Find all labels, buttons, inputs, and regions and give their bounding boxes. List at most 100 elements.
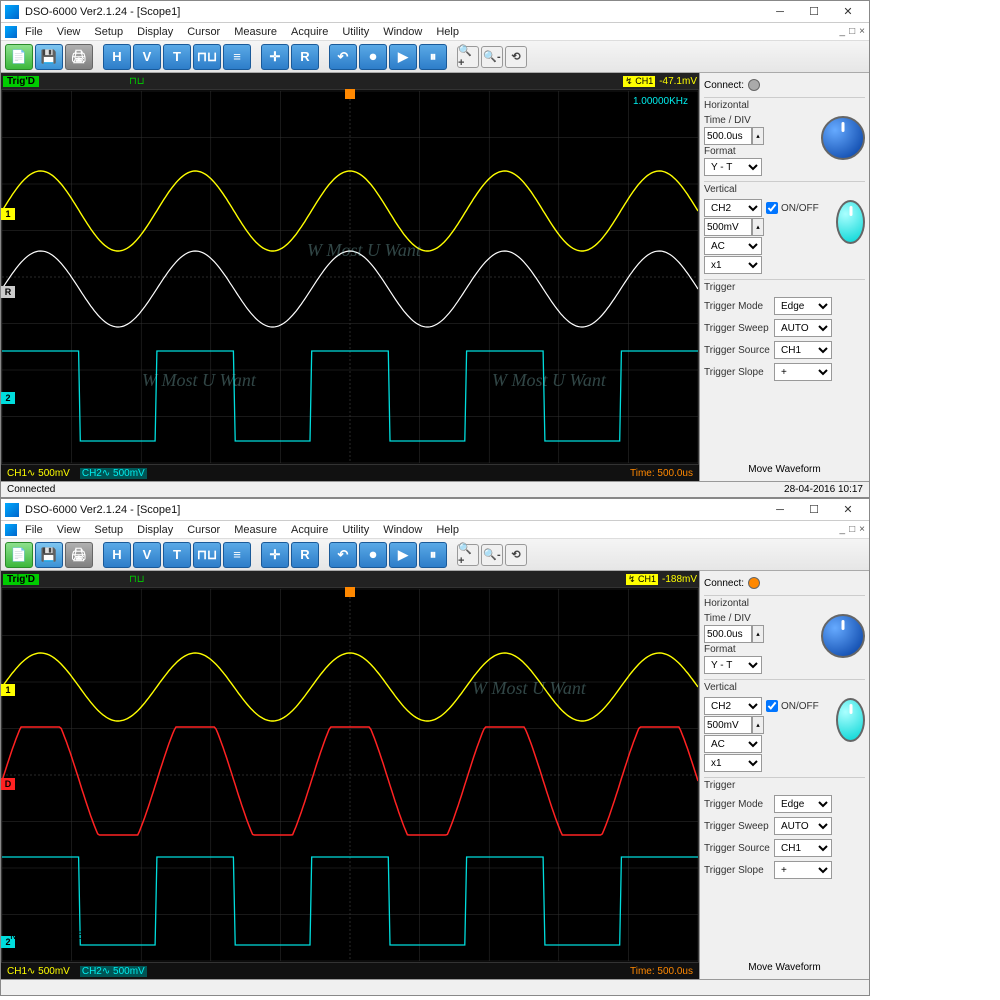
menubar[interactable]: File View Setup Display Cursor Measure Acquire… xyxy=(23,523,840,537)
menu-file[interactable]: File xyxy=(23,523,45,537)
tool-V[interactable]: V xyxy=(133,44,161,70)
tool-pulse[interactable]: ⊓⊔ xyxy=(193,44,221,70)
waveform-area[interactable]: 1.00000KHz 1R2W Most U WantW Most U Want… xyxy=(1,89,699,465)
close-button[interactable]: ✕ xyxy=(831,500,865,520)
menu-display[interactable]: Display xyxy=(135,25,175,39)
vdiv-input[interactable] xyxy=(704,218,752,236)
trigger-header: Trigger xyxy=(704,777,865,792)
vertical-knob[interactable] xyxy=(836,200,865,244)
trigsource-select[interactable]: CH1 xyxy=(774,341,832,359)
toolbar: 📄 💾 🖨 HVT ⊓⊔ ≡ ✛ R ↶ ⏺ ▶ ⏸ 🔍+ 🔍- ⟲ xyxy=(1,41,869,73)
channel-select[interactable]: CH2 xyxy=(704,697,762,715)
menu-file[interactable]: File xyxy=(23,25,45,39)
new-button[interactable]: 📄 xyxy=(5,44,33,70)
tool-back[interactable]: ↶ xyxy=(329,542,357,568)
close-button[interactable]: ✕ xyxy=(831,2,865,22)
tool-T[interactable]: T xyxy=(163,44,191,70)
math-label: MATH Scale: 500mV xyxy=(10,930,112,942)
menu-setup[interactable]: Setup xyxy=(92,25,125,39)
menu-measure[interactable]: Measure xyxy=(232,25,279,39)
format-select[interactable]: Y - T xyxy=(704,656,762,674)
channel-select[interactable]: CH2 xyxy=(704,199,762,217)
print-button[interactable]: 🖨 xyxy=(65,542,93,568)
tool-play[interactable]: ▶ xyxy=(389,542,417,568)
save-button[interactable]: 💾 xyxy=(35,44,63,70)
menu-acquire[interactable]: Acquire xyxy=(289,523,330,537)
tool-H[interactable]: H xyxy=(103,44,131,70)
tool-rec[interactable]: ⏺ xyxy=(359,542,387,568)
trigsource-select[interactable]: CH1 xyxy=(774,839,832,857)
zoom-out-button[interactable]: 🔍- xyxy=(481,46,503,68)
save-button[interactable]: 💾 xyxy=(35,542,63,568)
mdi-controls[interactable]: _□× xyxy=(840,524,865,535)
vertical-knob[interactable] xyxy=(836,698,865,742)
tool-bars[interactable]: ≡ xyxy=(223,542,251,568)
onoff-checkbox[interactable] xyxy=(766,202,778,214)
trigger-pos-marker[interactable] xyxy=(345,587,355,597)
zoom-out-button[interactable]: 🔍- xyxy=(481,544,503,566)
tool-pulse[interactable]: ⊓⊔ xyxy=(193,542,221,568)
coupling-select[interactable]: AC xyxy=(704,735,762,753)
probe-select[interactable]: x1 xyxy=(704,256,762,274)
vertical-header: Vertical xyxy=(704,181,865,196)
timediv-input[interactable] xyxy=(704,625,752,643)
tool-bars[interactable]: ≡ xyxy=(223,44,251,70)
menu-measure[interactable]: Measure xyxy=(232,523,279,537)
tool-R[interactable]: R xyxy=(291,44,319,70)
mdi-controls[interactable]: _□× xyxy=(840,26,865,37)
zoom-in-button[interactable]: 🔍+ xyxy=(457,544,479,566)
tool-pause[interactable]: ⏸ xyxy=(419,44,447,70)
status-left: Connected xyxy=(7,484,55,495)
vdiv-input[interactable] xyxy=(704,716,752,734)
print-button[interactable]: 🖨 xyxy=(65,44,93,70)
trigsweep-select[interactable]: AUTO xyxy=(774,817,832,835)
tool-R[interactable]: R xyxy=(291,542,319,568)
timediv-input[interactable] xyxy=(704,127,752,145)
tool-back[interactable]: ↶ xyxy=(329,44,357,70)
tool-V[interactable]: V xyxy=(133,542,161,568)
horizontal-knob[interactable] xyxy=(821,116,865,160)
menu-utility[interactable]: Utility xyxy=(340,523,371,537)
trigslope-select[interactable]: + xyxy=(774,861,832,879)
waveform-area[interactable]: 1D2W Most U WantMATH Scale: 500mV xyxy=(1,587,699,963)
tool-T[interactable]: T xyxy=(163,542,191,568)
trigmode-select[interactable]: Edge xyxy=(774,297,832,315)
trigmode-select[interactable]: Edge xyxy=(774,795,832,813)
menu-help[interactable]: Help xyxy=(434,25,461,39)
menu-view[interactable]: View xyxy=(55,25,83,39)
menu-display[interactable]: Display xyxy=(135,523,175,537)
maximize-button[interactable]: ☐ xyxy=(797,2,831,22)
tool-link[interactable]: ⟲ xyxy=(505,544,527,566)
new-button[interactable]: 📄 xyxy=(5,542,33,568)
zoom-in-button[interactable]: 🔍+ xyxy=(457,46,479,68)
connect-label: Connect: xyxy=(704,578,744,589)
menubar[interactable]: File View Setup Display Cursor Measure Acquire… xyxy=(23,25,840,39)
menu-utility[interactable]: Utility xyxy=(340,25,371,39)
tool-pause[interactable]: ⏸ xyxy=(419,542,447,568)
tool-cursor[interactable]: ✛ xyxy=(261,542,289,568)
maximize-button[interactable]: ☐ xyxy=(797,500,831,520)
format-select[interactable]: Y - T xyxy=(704,158,762,176)
menu-cursor[interactable]: Cursor xyxy=(185,25,222,39)
trigger-pos-marker[interactable] xyxy=(345,89,355,99)
menu-window[interactable]: Window xyxy=(381,523,424,537)
tool-play[interactable]: ▶ xyxy=(389,44,417,70)
trigslope-select[interactable]: + xyxy=(774,363,832,381)
trigsweep-select[interactable]: AUTO xyxy=(774,319,832,337)
menu-acquire[interactable]: Acquire xyxy=(289,25,330,39)
onoff-checkbox[interactable] xyxy=(766,700,778,712)
probe-select[interactable]: x1 xyxy=(704,754,762,772)
tool-H[interactable]: H xyxy=(103,542,131,568)
menu-help[interactable]: Help xyxy=(434,523,461,537)
tool-rec[interactable]: ⏺ xyxy=(359,44,387,70)
horizontal-knob[interactable] xyxy=(821,614,865,658)
menu-window[interactable]: Window xyxy=(381,25,424,39)
menu-setup[interactable]: Setup xyxy=(92,523,125,537)
menu-cursor[interactable]: Cursor xyxy=(185,523,222,537)
minimize-button[interactable]: ─ xyxy=(763,2,797,22)
menu-view[interactable]: View xyxy=(55,523,83,537)
minimize-button[interactable]: ─ xyxy=(763,500,797,520)
coupling-select[interactable]: AC xyxy=(704,237,762,255)
tool-link[interactable]: ⟲ xyxy=(505,46,527,68)
tool-cursor[interactable]: ✛ xyxy=(261,44,289,70)
